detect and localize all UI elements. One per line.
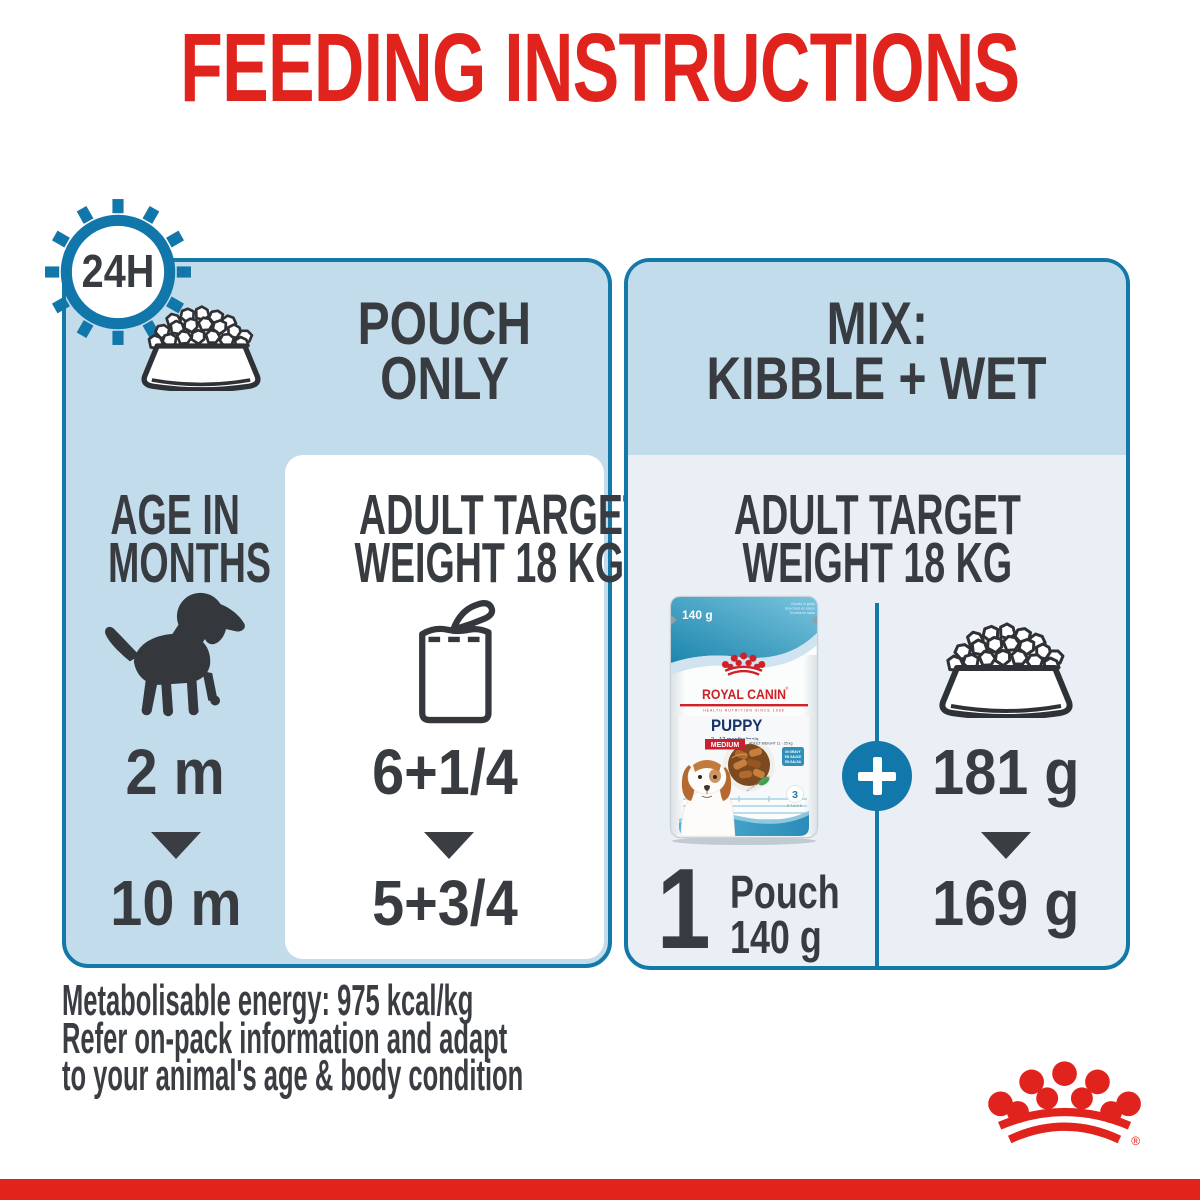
clock-label: 24H [82, 246, 155, 298]
kibble-end-value: 169 g [932, 867, 1080, 939]
royal-canin-crown-logo: ® [985, 1056, 1145, 1148]
svg-text:3: 3 [792, 789, 798, 801]
puppy-silhouette-icon [100, 585, 248, 727]
svg-text:Bouchées en sauce: Bouchées en sauce [785, 607, 815, 611]
puppy-photo [680, 759, 736, 837]
pouch-weight-label: 140 g [682, 608, 713, 622]
product-pouch-image: 140 g Chunks in gravy Bouchées en sauce … [669, 595, 819, 847]
adult-weight-note: ADULT WEIGHT 11 - 25 kg [749, 742, 792, 746]
down-arrow-icon [151, 832, 201, 859]
pouch-outline-icon [407, 595, 501, 735]
kibble-start-value: 181 g [932, 736, 1080, 808]
pouch-quantity: 1 [656, 846, 711, 973]
age-start-value: 2 m [125, 736, 226, 808]
stage-badge: 3 STAGE [786, 785, 804, 808]
product-range: PUPPY [711, 717, 763, 735]
svg-text:EN SAUCE: EN SAUCE [785, 755, 801, 759]
svg-text:EN SALSA: EN SALSA [785, 760, 802, 764]
right-panel-header: MIX: KIBBLE + WET [706, 290, 1047, 412]
mix-panel-header-band [628, 262, 1126, 455]
kibble-bowl-icon [916, 618, 1096, 718]
brand-tagline: HEALTH NUTRITION SINCE 1968 [703, 709, 785, 713]
weight-column-title: ADULT TARGET WEIGHT 18 KG [354, 483, 646, 595]
tear-notch-icon [811, 615, 817, 625]
plus-icon [842, 741, 912, 811]
left-panel-header: POUCH ONLY [357, 290, 532, 412]
pouch-weight: 140 g [730, 911, 823, 963]
down-arrow-icon [424, 832, 474, 859]
mix-subtitle: ADULT TARGET WEIGHT 18 KG [733, 483, 1021, 595]
mix-kibble-wet-panel: MIX: KIBBLE + WET ADULT TARGET WEIGHT 18… [624, 258, 1130, 970]
page-title: FEEDING INSTRUCTIONS [180, 13, 1020, 122]
pouch-shadow [672, 837, 816, 845]
footnote: Metabolisable energy: 975 kcal/kg Refer … [62, 976, 524, 1100]
pouch-unit: Pouch [730, 866, 841, 918]
texture-badge: IN GRAVY EN SAUCE EN SALSA [782, 747, 804, 766]
age-column-title: AGE IN MONTHS [107, 483, 271, 595]
product-size: MEDIUM [711, 742, 740, 749]
food-chunks [731, 747, 765, 779]
svg-text:Chunks in gravy: Chunks in gravy [791, 602, 816, 606]
pouch-start-value: 6+1/4 [371, 736, 518, 808]
24h-clock-icon: 24H [42, 196, 194, 348]
svg-text:STAGE: STAGE [787, 804, 803, 808]
svg-text:®: ® [785, 686, 789, 691]
wet-serving-label: 1 Pouch 140 g [652, 846, 871, 973]
pouch-only-panel: 24H POUCH ONLY AGE IN MONTHS ADULT TARGE… [45, 199, 646, 968]
svg-text:IN GRAVY: IN GRAVY [785, 750, 801, 754]
svg-text:Trocitos en salsa: Trocitos en salsa [789, 611, 815, 615]
bottom-red-bar [0, 1179, 1200, 1200]
svg-text:®: ® [1131, 1134, 1140, 1148]
kibble-bowl-icon [125, 301, 277, 391]
age-end-value: 10 m [109, 867, 242, 939]
tear-notch-icon [671, 615, 677, 625]
leaf-icon [758, 776, 770, 786]
pouch-end-value: 5+3/4 [371, 867, 518, 939]
down-arrow-icon [981, 832, 1031, 859]
brand-name: ROYAL CANIN [702, 686, 786, 702]
